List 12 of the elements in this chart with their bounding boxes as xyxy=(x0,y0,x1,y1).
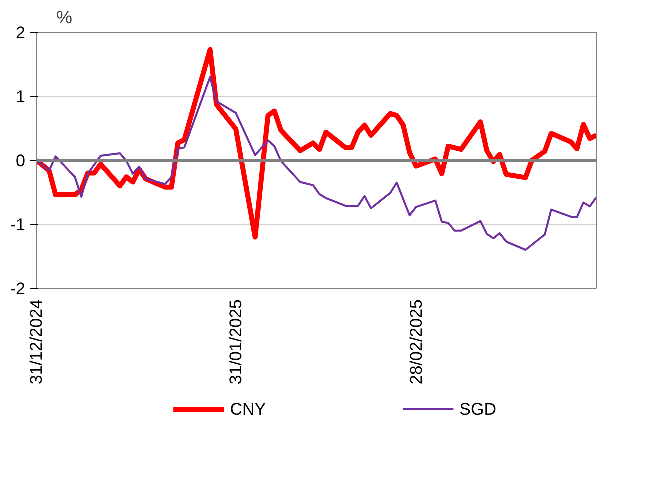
y-tick-label: 1 xyxy=(16,88,26,106)
x-tick-label: 28/02/2025 xyxy=(406,299,426,385)
y-tick-label: -1 xyxy=(10,216,26,234)
y-tick-label: 2 xyxy=(16,24,26,42)
x-tick-label: 31/12/2024 xyxy=(27,299,46,385)
legend-label: SGD xyxy=(460,400,497,419)
y-tick-label: 0 xyxy=(16,152,26,170)
line-series xyxy=(36,76,596,252)
y-axis-title: % xyxy=(56,8,73,28)
y-tick-label: -2 xyxy=(10,280,26,298)
legend-label: CNY xyxy=(230,400,266,419)
x-tick-label: 31/01/2025 xyxy=(226,299,246,385)
